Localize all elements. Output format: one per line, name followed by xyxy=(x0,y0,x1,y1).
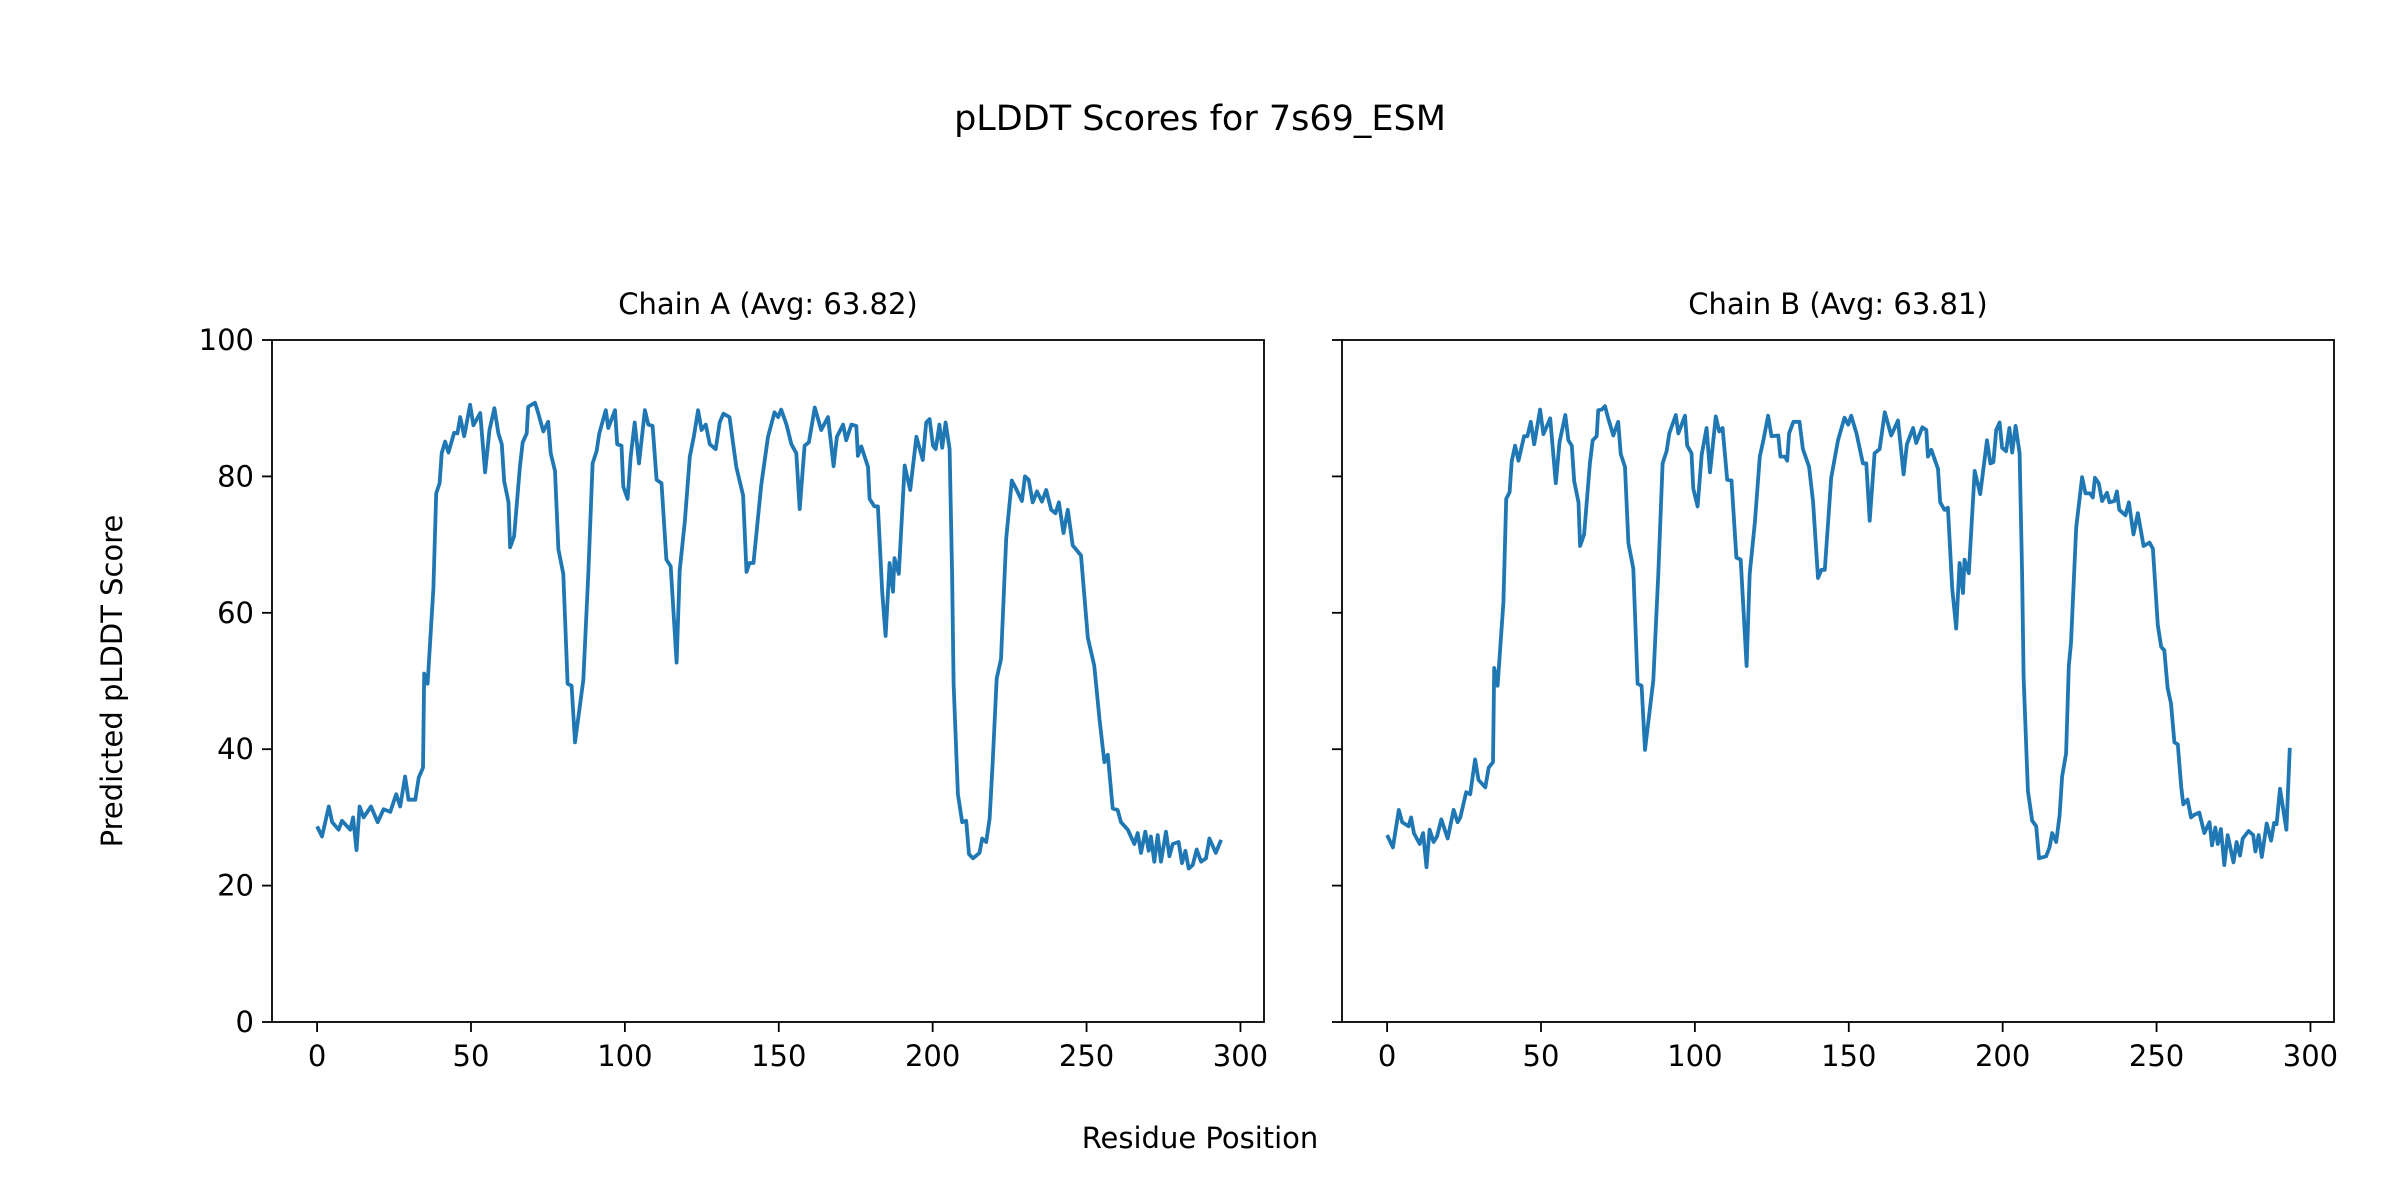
x-tick-label: 200 xyxy=(1975,1039,2030,1073)
subplot-chain-b: Chain B (Avg: 63.81) 0 50 100 150 200 250 300 xyxy=(1332,287,2338,1073)
plddt-line-chain-b xyxy=(1385,404,2292,870)
y-tick-label: 40 xyxy=(217,732,254,766)
y-axis-label: Predicted pLDDT Score xyxy=(95,515,129,848)
x-tick-label: 100 xyxy=(597,1039,652,1073)
plddt-line-chain-a xyxy=(315,400,1223,871)
subplot-title-chain-a: Chain A (Avg: 63.82) xyxy=(618,287,917,321)
axes-frame-chain-a xyxy=(271,339,1265,1023)
x-tick-label: 250 xyxy=(1059,1039,1114,1073)
x-tick-label: 50 xyxy=(1523,1039,1560,1073)
x-tick-label: 0 xyxy=(308,1039,326,1073)
x-tick-label: 100 xyxy=(1667,1039,1722,1073)
figure-title: pLDDT Scores for 7s69_ESM xyxy=(954,99,1446,139)
x-tick-label: 0 xyxy=(1378,1039,1396,1073)
y-tick-label: 100 xyxy=(199,323,254,357)
x-tick-label: 150 xyxy=(751,1039,806,1073)
x-axis-label: Residue Position xyxy=(1082,1121,1319,1155)
subplot-chain-a: Chain A (Avg: 63.82) 0 50 100 150 200 250 300 0… xyxy=(199,287,1268,1073)
x-tick-label: 250 xyxy=(2129,1039,2184,1073)
y-tick-label: 0 xyxy=(236,1005,254,1039)
x-tick-label: 200 xyxy=(905,1039,960,1073)
x-tick-label: 50 xyxy=(453,1039,490,1073)
x-tick-label: 300 xyxy=(1213,1039,1268,1073)
x-tick-label: 300 xyxy=(2283,1039,2338,1073)
axes-frame-chain-b xyxy=(1341,339,2335,1023)
x-tick-label: 150 xyxy=(1821,1039,1876,1073)
y-tick-label: 20 xyxy=(217,869,254,903)
y-tick-label: 80 xyxy=(217,459,254,493)
subplot-title-chain-b: Chain B (Avg: 63.81) xyxy=(1688,287,1988,321)
y-tick-label: 60 xyxy=(217,596,254,630)
